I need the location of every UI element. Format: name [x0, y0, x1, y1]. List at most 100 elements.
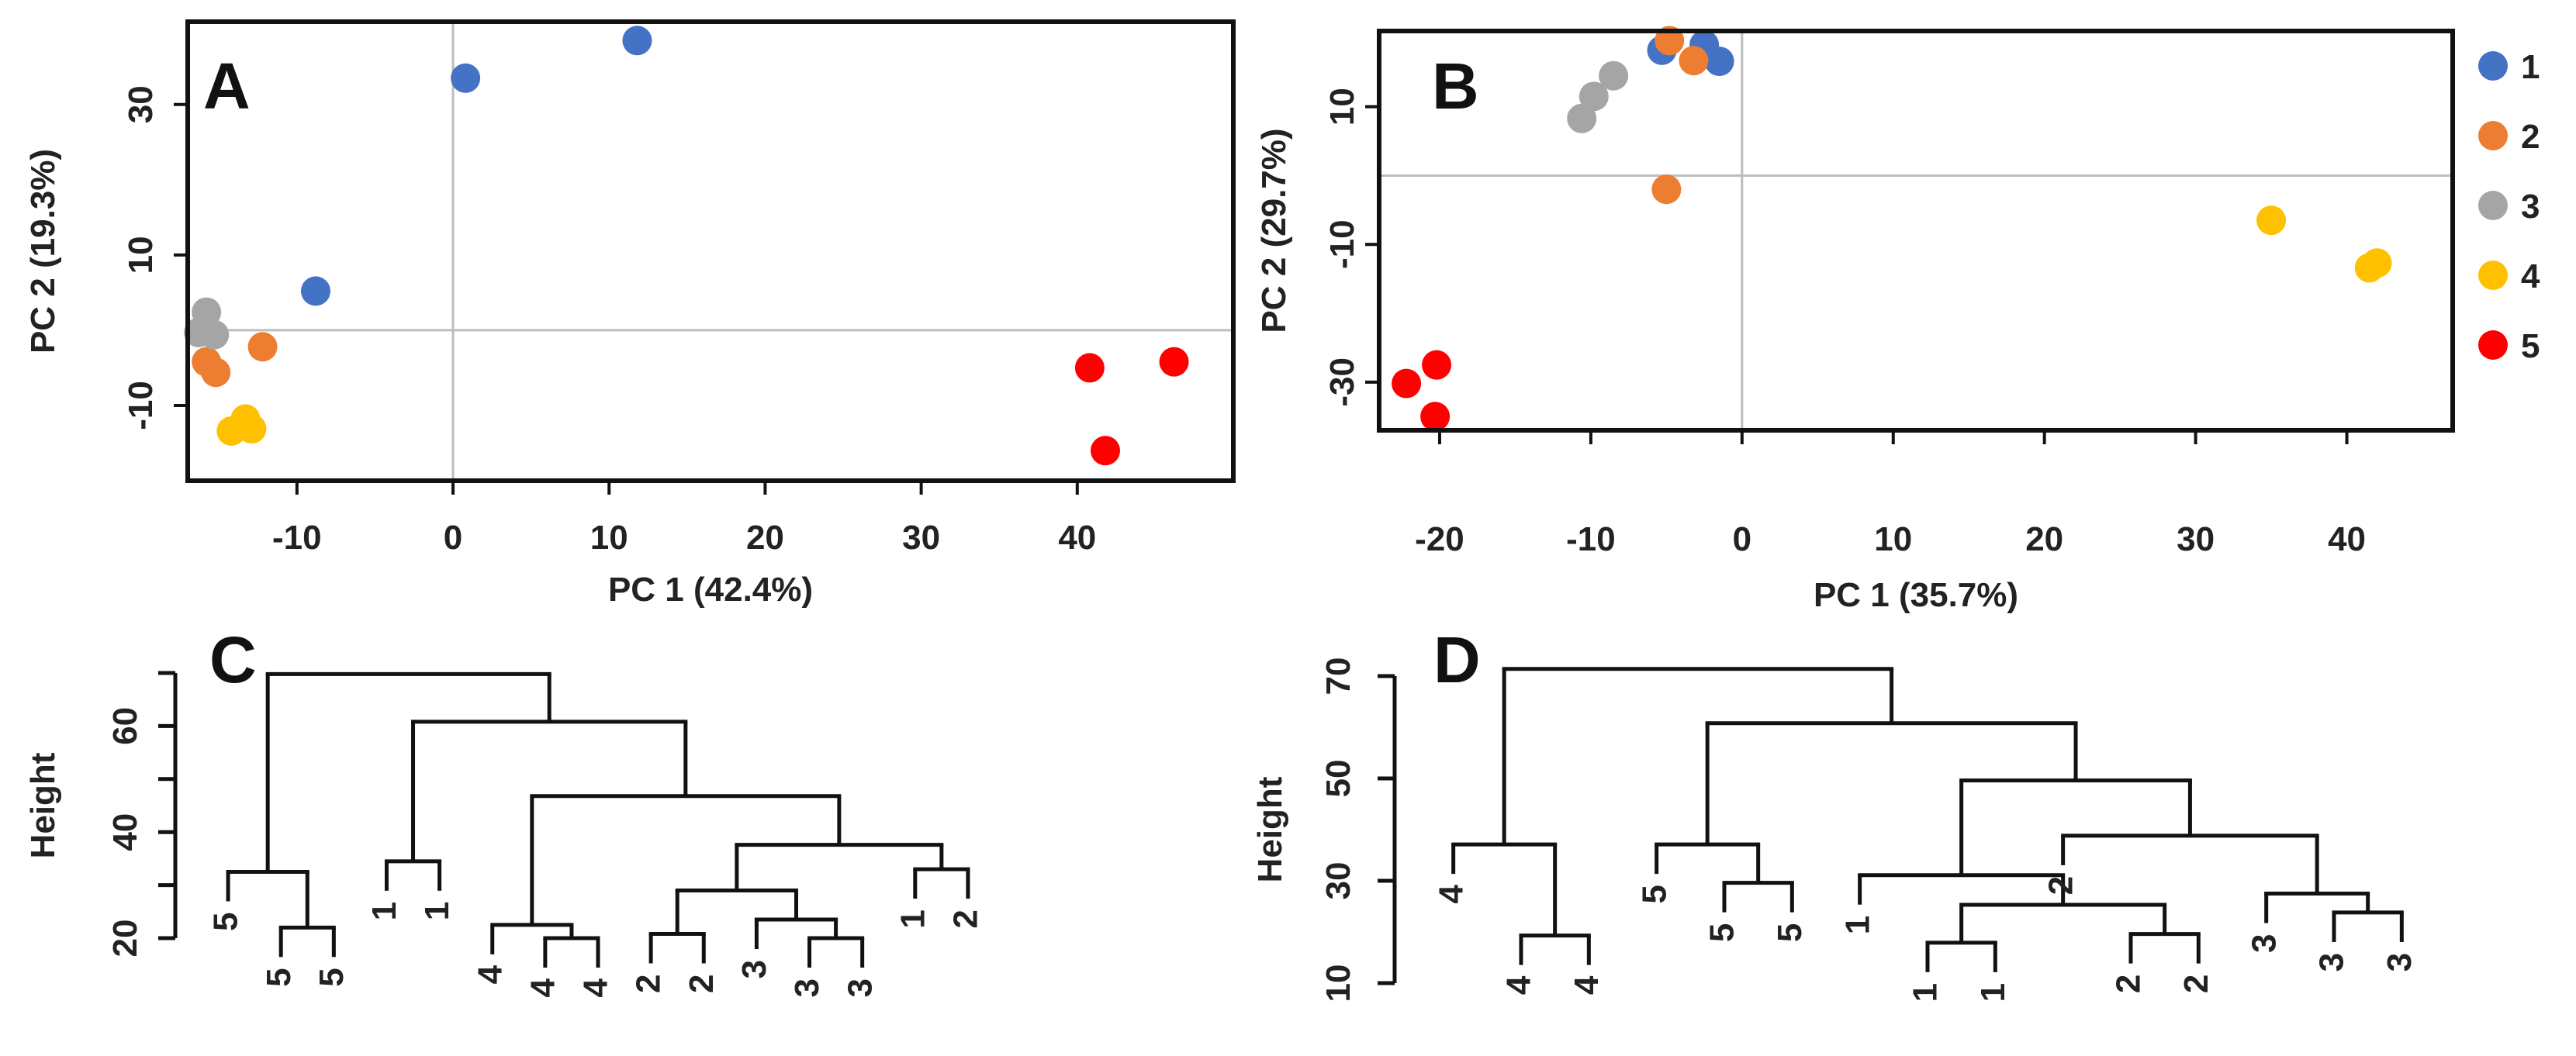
panel-c-leaf-label: 1	[894, 909, 932, 928]
panel-d-leaf-label: 3	[2381, 953, 2419, 971]
panel-a-point-group1-3	[300, 276, 330, 306]
legend-label-4: 4	[2521, 257, 2540, 295]
panel-d-leaf-label: 1	[1907, 983, 1945, 1002]
legend-swatch-4	[2478, 261, 2508, 290]
panel-a-x-tick-label: 0	[444, 519, 462, 557]
panel-a-x-tick-label: 10	[590, 519, 628, 557]
panel-b-y-tick-label: 10	[1323, 88, 1361, 126]
panel-d-leaf-label: 2	[2042, 876, 2080, 895]
panel-d-leaf-label: 3	[2313, 953, 2351, 971]
legend-swatch-1	[2478, 51, 2508, 81]
panel-a-point-group2-3	[201, 357, 231, 388]
panel-a-x-axis-title: PC 1 (42.4%)	[608, 571, 813, 609]
panel-d-leaf-label: 1	[1838, 916, 1876, 934]
panel-a-point-group1-2	[622, 26, 652, 56]
panel-a-x-tick-label: 20	[746, 519, 784, 557]
panel-c-leaf-label: 3	[735, 960, 773, 978]
panel-b-point-group2-2	[1679, 46, 1709, 76]
panel-b-point-group5-1	[1422, 350, 1452, 380]
panel-c-leaf-label: 2	[947, 909, 985, 928]
panel-b-y-tick-label: -30	[1323, 357, 1361, 407]
panel-b-y-tick-label: -10	[1323, 219, 1361, 269]
panel-d-leaf-label: 4	[1500, 975, 1538, 995]
panel-a-point-group5-2	[1159, 347, 1189, 377]
panel-b-x-tick-label: 20	[2025, 520, 2063, 558]
panel-a-point-group4-3	[237, 414, 267, 444]
panel-d-leaf-label: 1	[1974, 983, 2012, 1002]
panel-c-leaf-label: 5	[260, 968, 298, 986]
panel-c-y-tick-label: 20	[106, 920, 144, 958]
panel-b-point-group3-3	[1567, 103, 1597, 133]
panel-c-leaf-label: 1	[418, 902, 456, 920]
panel-b-letter: B	[1432, 50, 1479, 123]
panel-c-y-axis-title: Height	[24, 752, 62, 858]
panel-c-leaf-label: 3	[788, 978, 826, 997]
panel-d-dendrogram: 4 4 4 5 5 5 1 1 2 2 1 3 3 3 2 10 30 50 70 Height D	[1251, 623, 2419, 1002]
panel-b-point-group2-3	[1651, 174, 1682, 205]
panel-b-point-group5-3	[1420, 402, 1451, 432]
panel-c-y-tick-label: 60	[106, 707, 144, 745]
panel-c-leaf-label: 4	[577, 978, 615, 997]
panel-c-leaf-label: 3	[841, 978, 879, 997]
panel-c-y-tick-label: 40	[106, 813, 144, 851]
panel-b-x-tick-label: -10	[1566, 520, 1616, 558]
legend-label-3: 3	[2521, 188, 2540, 226]
panel-d-leaf-label: 5	[1771, 923, 1809, 942]
panel-a-x-tick-label: 40	[1058, 519, 1096, 557]
panel-d-leaf-label: 5	[1635, 885, 1673, 903]
panel-c-leaf-label: 5	[313, 968, 351, 986]
legend-swatch-2	[2478, 121, 2508, 150]
panel-d-y-axis-title: Height	[1251, 776, 1289, 882]
panel-c-leaf-label: 2	[630, 975, 668, 993]
panel-d-leaf-label: 5	[1703, 923, 1741, 942]
panel-b-point-group4-1	[2256, 205, 2287, 236]
panel-c-leaf-label: 4	[524, 978, 562, 997]
panel-b-point-group5-2	[1392, 368, 1422, 399]
panel-b-x-tick-label: 30	[2177, 520, 2215, 558]
legend-swatch-5	[2478, 330, 2508, 360]
panel-a-x-tick-label: -10	[272, 519, 322, 557]
panel-b-point-group1-3	[1704, 47, 1734, 77]
legend-label-5: 5	[2521, 327, 2540, 365]
panel-b-x-tick-label: -20	[1415, 520, 1464, 558]
panel-b-point-group4-3	[2362, 248, 2392, 278]
legend-label-2: 2	[2521, 118, 2540, 156]
panel-d-leaf-label: 2	[2177, 975, 2215, 993]
panel-d-leaf-label: 4	[1432, 885, 1470, 904]
panel-a-point-group5-3	[1091, 436, 1121, 466]
panel-b-point-group3-1	[1599, 60, 1629, 91]
panel-a-point-group2-1	[247, 332, 278, 362]
panel-b-x-axis-title: PC 1 (35.7%)	[1814, 576, 2018, 614]
panel-c-leaf-label: 4	[471, 965, 509, 984]
panel-d-y-tick-label: 50	[1319, 760, 1357, 798]
legend: 1 2 3 4 5	[2478, 48, 2540, 365]
panel-d-y-tick-label: 30	[1319, 862, 1357, 900]
panel-b-point-group3-2	[1578, 81, 1609, 112]
panel-a-frame	[185, 19, 1236, 483]
panel-d-letter: D	[1433, 623, 1481, 696]
panel-b-x-tick-label: 10	[1874, 520, 1912, 558]
panel-a-point-group5-1	[1074, 353, 1105, 383]
panel-a-y-tick-label: -10	[122, 381, 160, 430]
panel-d-y-tick-label: 70	[1319, 657, 1357, 695]
legend-label-1: 1	[2521, 48, 2540, 86]
panel-a-letter: A	[203, 50, 251, 123]
panel-a-y-axis-title: PC 2 (19.3%)	[24, 149, 62, 354]
panel-a-point-group3-3	[199, 319, 230, 350]
panel-d-leaf-label: 3	[2245, 934, 2283, 953]
panel-c-leaf-label: 1	[365, 902, 403, 920]
panel-a-y-tick-label: 10	[122, 236, 160, 274]
panel-a-x-tick-label: 30	[902, 519, 940, 557]
legend-swatch-3	[2478, 191, 2508, 220]
panel-b-frame	[1377, 29, 2455, 433]
panel-b-y-axis-title: PC 2 (29.7%)	[1255, 128, 1293, 333]
panel-d-leaf-label: 4	[1568, 975, 1606, 995]
panel-a-scatter: -10 0 10 20 30 40 -10 10 30 PC 1 (42.4%) PC 2 (19.…	[24, 19, 1236, 609]
panel-c-letter: C	[209, 623, 257, 696]
panel-d-y-tick-label: 10	[1319, 965, 1357, 1003]
panel-b-x-tick-label: 40	[2328, 520, 2366, 558]
panel-b-x-tick-label: 0	[1733, 520, 1751, 558]
panel-b-scatter: -20 -10 0 10 20 30 40 -30 -10 10 PC 1 (35.7%) PC 2 …	[1255, 26, 2455, 614]
